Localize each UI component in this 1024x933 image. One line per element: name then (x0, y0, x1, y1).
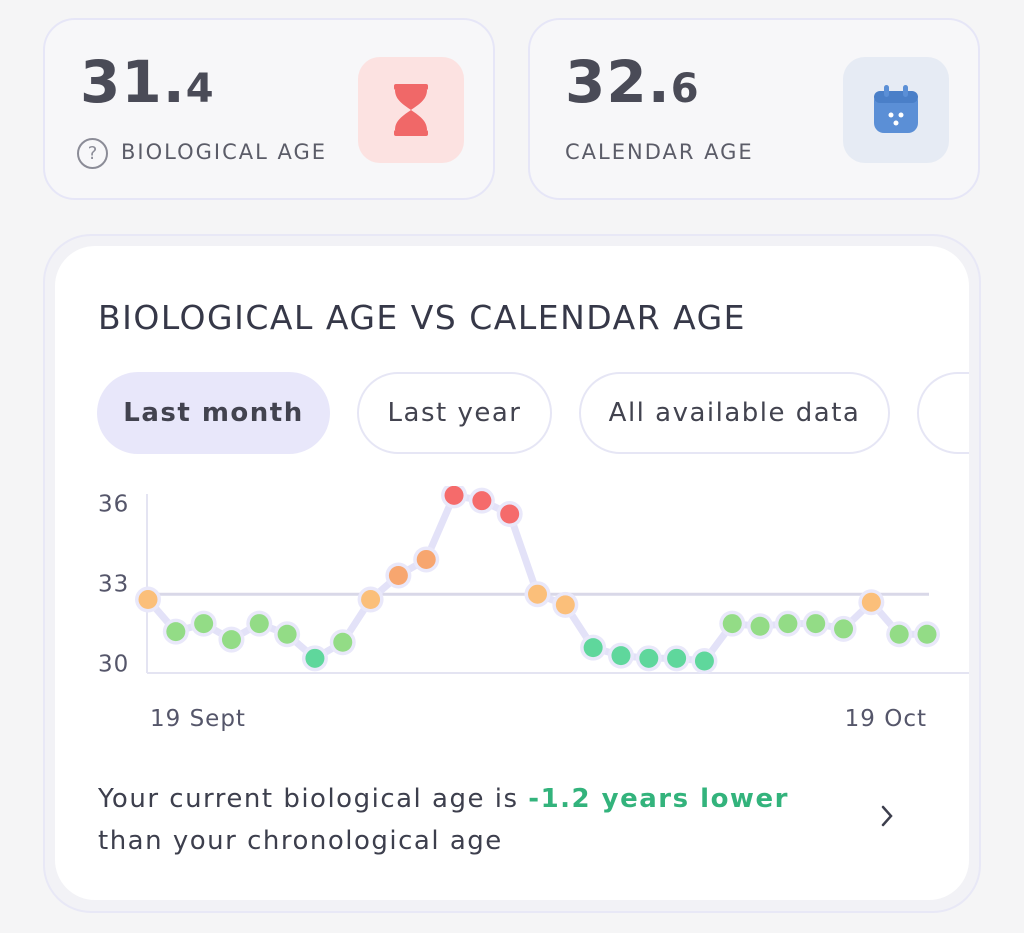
data-point (861, 592, 881, 612)
biological-age-line (144, 491, 931, 665)
summary-highlight: -1.2 years lower (528, 784, 789, 814)
data-point (361, 590, 381, 610)
calendar-age-label: CALENDAR AGE (565, 140, 754, 164)
data-point (444, 486, 464, 505)
data-point (555, 595, 575, 615)
data-point (249, 614, 269, 634)
data-point (416, 549, 436, 569)
calendar-icon (874, 85, 918, 133)
data-point (333, 632, 353, 652)
data-point (778, 614, 798, 634)
data-point (472, 491, 492, 511)
y-tick-label: 30 (98, 652, 129, 678)
x-tick-label: 19 Oct (845, 706, 927, 732)
filter-more[interactable] (917, 372, 969, 454)
filter-all-data[interactable]: All available data (579, 372, 890, 454)
calendar-icon-tile (843, 57, 949, 163)
chevron-right-icon[interactable] (873, 802, 901, 830)
data-point (611, 646, 631, 666)
data-point (834, 619, 854, 639)
data-point (694, 651, 714, 671)
data-point (889, 624, 909, 644)
data-point (305, 648, 325, 668)
data-point (221, 630, 241, 650)
filter-last-month[interactable]: Last month (97, 372, 330, 454)
y-tick-label: 33 (98, 572, 129, 598)
data-point (500, 504, 520, 524)
help-icon[interactable]: ? (77, 138, 108, 169)
biological-age-label: BIOLOGICAL AGE (121, 140, 328, 164)
y-tick-label: 36 (98, 491, 129, 517)
data-point (277, 624, 297, 644)
filter-last-year[interactable]: Last year (357, 372, 552, 454)
data-point (917, 624, 937, 644)
data-point (667, 648, 687, 668)
biological-age-value: 31.4 (80, 48, 215, 116)
calendar-age-card[interactable]: 32.6 CALENDAR AGE (528, 18, 980, 200)
age-chart: 30 33 36 19 Sept 19 Oct (98, 486, 969, 732)
x-tick-label: 19 Sept (150, 706, 246, 732)
data-point (806, 614, 826, 634)
data-point (750, 616, 770, 636)
chart-title: BIOLOGICAL AGE VS CALENDAR AGE (98, 298, 747, 337)
data-point (528, 584, 547, 604)
data-point (388, 565, 408, 585)
data-point (138, 590, 158, 610)
biological-age-card[interactable]: 31.4 ? BIOLOGICAL AGE (43, 18, 495, 200)
data-point (639, 648, 659, 668)
hourglass-icon-tile (358, 57, 464, 163)
hourglass-icon (394, 84, 428, 136)
data-point (166, 622, 186, 642)
data-point (722, 614, 742, 634)
age-comparison-card: BIOLOGICAL AGE VS CALENDAR AGE Last mont… (55, 246, 969, 900)
calendar-age-value: 32.6 (565, 48, 700, 116)
data-point (583, 638, 603, 658)
data-point (194, 614, 214, 634)
summary-text: Your current biological age is -1.2 year… (98, 784, 789, 856)
